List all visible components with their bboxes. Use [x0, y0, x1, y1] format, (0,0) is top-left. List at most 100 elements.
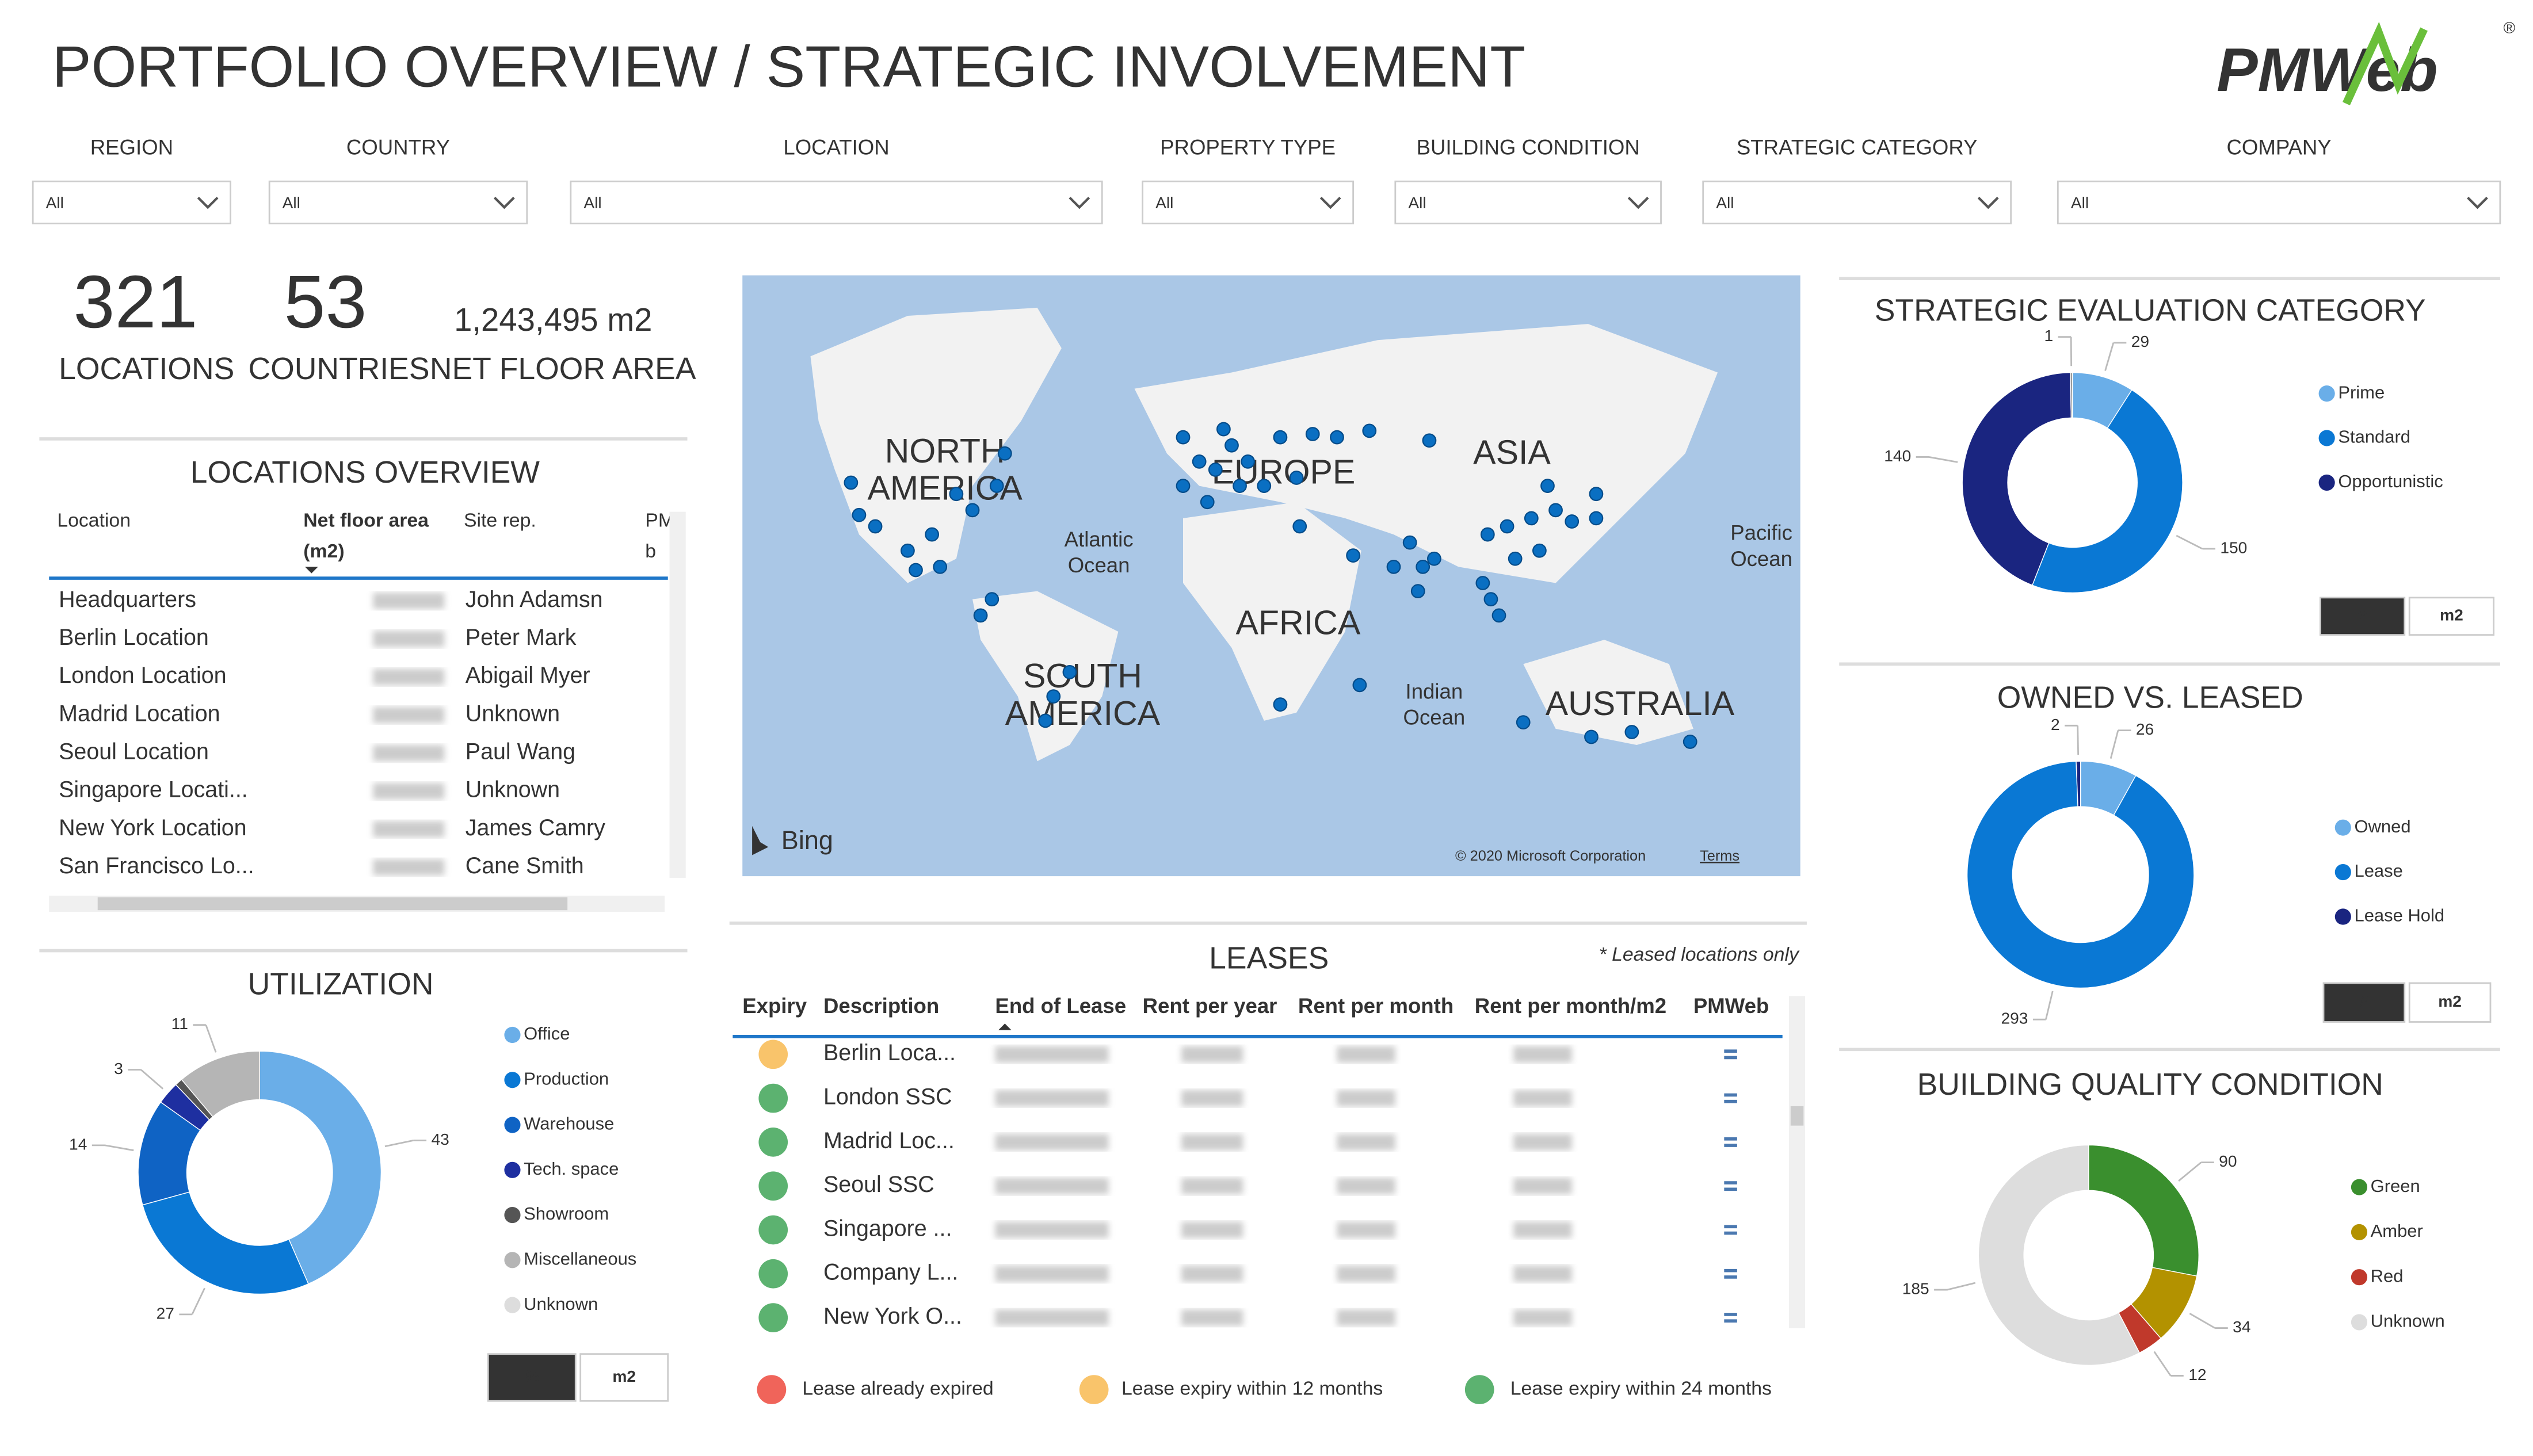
- legend-swatch: [2351, 1224, 2368, 1240]
- donut-segment: [142, 1191, 309, 1295]
- location-dot: [1532, 543, 1547, 558]
- toggle-button[interactable]: [2319, 597, 2406, 636]
- note: * Leased locations only: [1599, 943, 1800, 965]
- legend-label: Production: [524, 1068, 609, 1088]
- leader-line: [2153, 1351, 2172, 1377]
- expiry-indicator: [758, 1128, 788, 1157]
- location-dot: [1192, 454, 1207, 469]
- filter-dropdown[interactable]: [32, 180, 231, 224]
- cell-description: Berlin Loca...: [823, 1040, 956, 1065]
- toggle-label: m2: [2440, 606, 2463, 624]
- blurred-cell: [1513, 1046, 1572, 1063]
- location-dot: [985, 592, 1000, 607]
- column-header: Rent per month/m2: [1475, 994, 1666, 1018]
- kpi-label: LOCATIONS: [59, 352, 234, 386]
- legend-label: Lease Hold: [2355, 905, 2445, 926]
- location-dot: [1589, 511, 1604, 526]
- cell-site-rep: John Adamsn: [466, 587, 603, 612]
- filter-label: PROPERTY TYPE: [1160, 136, 1336, 159]
- kpi-label: NET FLOOR AREA: [430, 352, 696, 386]
- legend-label: Prime: [2338, 382, 2385, 402]
- donut-segment: [2070, 372, 2073, 419]
- donut-segment: [181, 1050, 260, 1118]
- link-icon[interactable]: [1724, 1181, 1737, 1191]
- donut-segment: [2076, 761, 2081, 807]
- location-dot: [1386, 559, 1401, 574]
- logo-swoosh: [2343, 21, 2428, 106]
- filter-dropdown[interactable]: [1702, 180, 2012, 224]
- toggle-button[interactable]: [487, 1353, 577, 1402]
- link-icon[interactable]: [1724, 1313, 1737, 1323]
- toggle-button[interactable]: [2408, 982, 2492, 1023]
- filter-dropdown[interactable]: [2057, 180, 2501, 224]
- blurred-cell: [1181, 1178, 1243, 1194]
- location-dot: [1208, 463, 1223, 477]
- data-label: 43: [432, 1130, 449, 1148]
- toggle-label: m2: [612, 1367, 636, 1385]
- filter-dropdown[interactable]: [1394, 180, 1662, 224]
- toggle-button[interactable]: [579, 1353, 669, 1402]
- legend-swatch: [504, 1206, 521, 1224]
- blurred-cell: [373, 783, 445, 800]
- toggle-label: #: [2360, 992, 2369, 1010]
- legend-label: Green: [2371, 1176, 2420, 1196]
- column-header: End of Lease: [995, 994, 1126, 1018]
- cell-location: Headquarters: [59, 587, 196, 612]
- blurred-cell: [1181, 1221, 1243, 1239]
- link-icon[interactable]: [1724, 1093, 1737, 1103]
- blurred-cell: [1337, 1266, 1395, 1282]
- scrollbar: [669, 511, 686, 878]
- link-icon[interactable]: [1724, 1137, 1737, 1147]
- column-header: b: [645, 540, 656, 562]
- legend-label: Amber: [2371, 1221, 2423, 1241]
- chart-title: OWNED VS. LEASED: [1997, 681, 2303, 714]
- dropdown-arrow: [1319, 196, 1341, 209]
- location-dot: [1589, 487, 1604, 502]
- filter-dropdown[interactable]: [268, 180, 528, 224]
- expiry-indicator: [758, 1303, 788, 1332]
- data-label: 14: [69, 1135, 87, 1153]
- link-icon[interactable]: [1724, 1225, 1737, 1235]
- location-dot: [1062, 664, 1077, 679]
- map-terms[interactable]: Terms: [1700, 848, 1739, 864]
- location-dot: [925, 527, 940, 542]
- column-header: Description: [823, 994, 939, 1018]
- filter-value: All: [583, 194, 601, 212]
- location-dot: [997, 446, 1012, 461]
- blurred-cell: [1337, 1134, 1395, 1151]
- filter-value: All: [2071, 194, 2089, 212]
- scroll-thumb: [1790, 1106, 1804, 1126]
- cell-site-rep: Abigail Myer: [466, 663, 590, 688]
- link-icon[interactable]: [1724, 1268, 1737, 1279]
- filter-dropdown[interactable]: [1142, 180, 1355, 224]
- chart-title: BUILDING QUALITY CONDITION: [1917, 1068, 2383, 1102]
- leader-line: [2178, 1161, 2202, 1182]
- legend-swatch: [2318, 385, 2335, 402]
- link-icon[interactable]: [1724, 1049, 1737, 1060]
- filter-label: REGION: [90, 136, 173, 159]
- blurred-cell: [995, 1178, 1109, 1194]
- dropdown-arrow: [1627, 196, 1649, 209]
- legend-label: Office: [524, 1023, 570, 1044]
- column-header: Expiry: [742, 994, 807, 1018]
- legend-swatch: [504, 1026, 521, 1044]
- expiry-indicator: [758, 1259, 788, 1289]
- location-dot: [1176, 430, 1191, 445]
- location-dot: [844, 475, 859, 490]
- kpi-value: 53: [284, 261, 367, 343]
- toggle-label: #: [2358, 606, 2367, 624]
- location-dot: [1422, 433, 1437, 448]
- filter-dropdown[interactable]: [570, 180, 1103, 224]
- cell-site-rep: Unknown: [466, 701, 560, 726]
- toggle-label: m2: [2438, 992, 2462, 1010]
- toggle-button[interactable]: [2322, 982, 2406, 1023]
- legend-label: Red: [2371, 1266, 2404, 1286]
- blurred-cell: [1181, 1046, 1243, 1063]
- cell-location: Singapore Locati...: [59, 777, 248, 802]
- dropdown-arrow: [493, 196, 515, 209]
- leader-line: [384, 1140, 414, 1148]
- toggle-button[interactable]: [2408, 597, 2495, 636]
- data-label: 3: [114, 1060, 123, 1077]
- legend-swatch: [2318, 474, 2335, 491]
- blurred-cell: [1337, 1309, 1395, 1326]
